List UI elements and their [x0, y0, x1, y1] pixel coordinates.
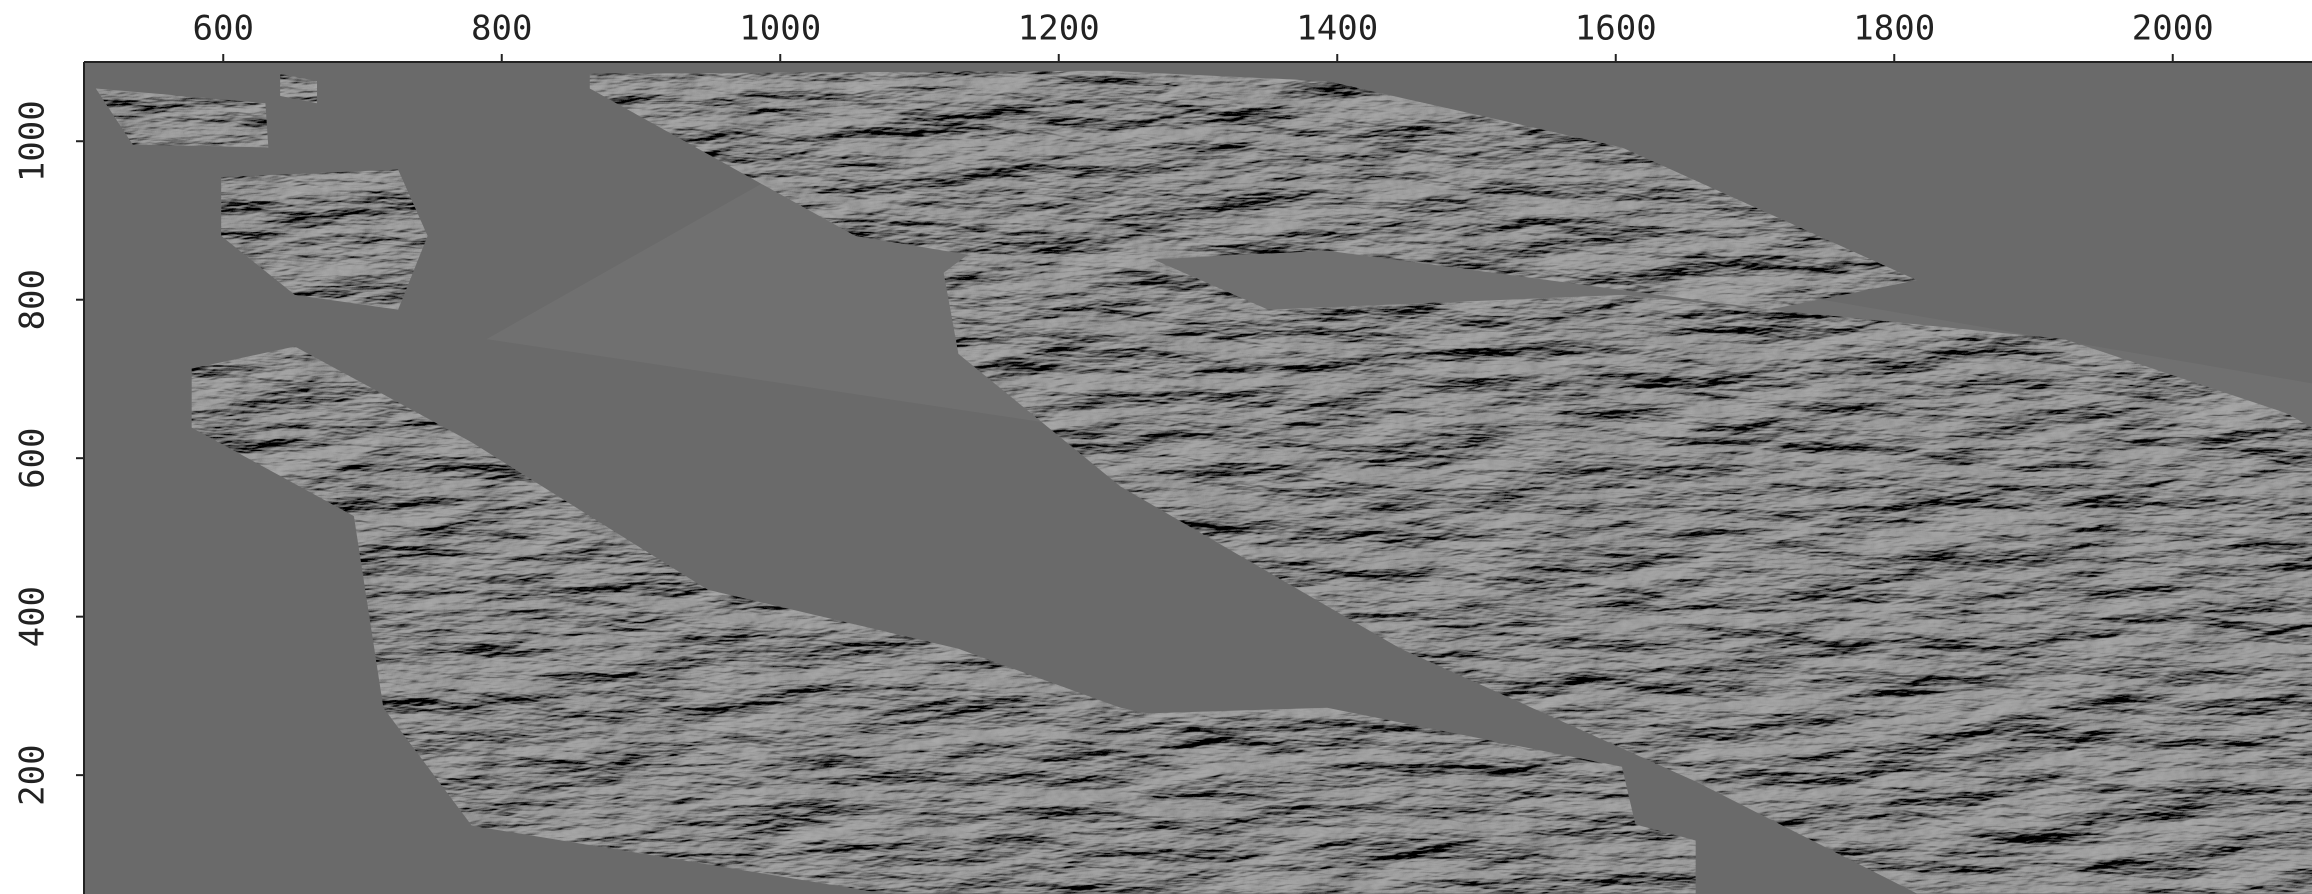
y-tick-label: 200: [13, 744, 53, 805]
y-tick-label: 1000: [13, 100, 53, 182]
terrain: [95, 70, 2312, 894]
y-tick-label: 600: [13, 427, 53, 488]
x-tick-label: 1800: [1853, 9, 1935, 49]
x-tick-label: 1400: [1296, 9, 1378, 49]
x-tick-label: 1000: [739, 9, 821, 49]
y-tick-label: 400: [13, 586, 53, 647]
x-tick-label: 1600: [1575, 9, 1657, 49]
x-tick-label: 600: [193, 9, 254, 49]
x-tick-label: 800: [471, 9, 532, 49]
relief-map: [84, 62, 2312, 894]
y-tick-label: 800: [13, 269, 53, 330]
x-tick-label: 2000: [2132, 9, 2214, 49]
x-tick-label: 1200: [1018, 9, 1100, 49]
